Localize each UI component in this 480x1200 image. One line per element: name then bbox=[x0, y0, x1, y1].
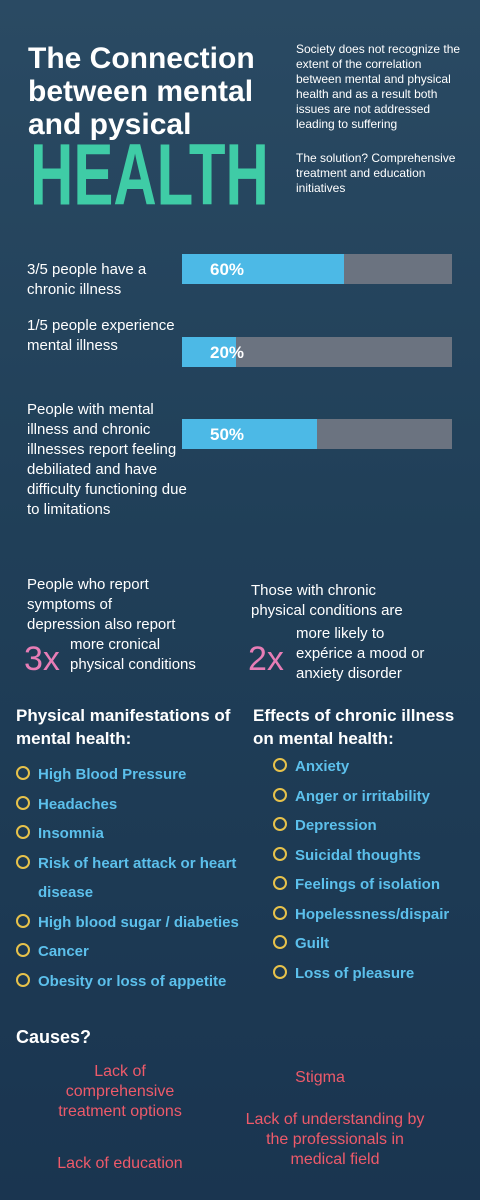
list-item-text: Hopelessness/dispair bbox=[295, 905, 450, 923]
list-item-text: High Blood Pressure bbox=[38, 766, 187, 783]
list-item-text: Guilt bbox=[295, 935, 330, 952]
icon bbox=[16, 854, 30, 869]
list-item-text: Feelings of isolation bbox=[295, 876, 441, 893]
list-item: Obesity or loss of appetite bbox=[16, 967, 248, 997]
list-title: Effects of chronic illness on mental hea… bbox=[253, 706, 455, 748]
icon bbox=[16, 795, 30, 810]
bar bbox=[182, 254, 344, 284]
icon bbox=[16, 972, 30, 987]
cause: Lack of education bbox=[57, 1155, 183, 1172]
list-item: Guilt bbox=[273, 929, 473, 959]
icon bbox=[273, 787, 287, 802]
icon bbox=[16, 766, 30, 780]
solution: The solution? Comprehensive treatment an… bbox=[296, 151, 456, 195]
list-item: Anxiety bbox=[273, 752, 473, 782]
list-item: Feelings of isolation bbox=[273, 870, 473, 900]
value-label: 20% bbox=[210, 343, 245, 362]
multiplier: 2x bbox=[248, 640, 284, 678]
icon bbox=[16, 913, 30, 928]
multiplier-text: Those with chronic physical conditions a… bbox=[251, 582, 403, 619]
bar bbox=[182, 337, 236, 367]
list-item-text: Anger or irritability bbox=[295, 787, 431, 805]
list-item: Insomnia bbox=[16, 819, 248, 849]
multiplier-text: People who report symptoms of depression… bbox=[27, 576, 176, 633]
bar-track: 20% bbox=[182, 337, 452, 367]
list-item: Depression bbox=[273, 811, 473, 841]
list: High Blood Pressure Headaches Insomnia Risk… bbox=[16, 760, 248, 996]
bar-track: 50% bbox=[182, 419, 452, 449]
multiplier-text: more likely to expérice a mood or anxiet… bbox=[296, 625, 425, 682]
title-highlight: HEALTH bbox=[30, 126, 269, 224]
multiplier-text: more cronical physical conditions bbox=[70, 636, 196, 673]
list-item-text: High blood sugar / diabeties bbox=[38, 913, 239, 931]
stat-text: 3/5 people have a chronic illness bbox=[27, 261, 147, 298]
causes-title: Causes? bbox=[16, 1027, 92, 1047]
list-item: Anger or irritability bbox=[273, 782, 473, 812]
list-item-text: Insomnia bbox=[38, 825, 104, 842]
bar bbox=[182, 419, 317, 449]
list-item-text: Anxiety bbox=[295, 758, 350, 775]
list-item: Suicidal thoughts bbox=[273, 841, 473, 871]
icon bbox=[273, 905, 287, 920]
icon bbox=[273, 846, 287, 861]
list-item-text: Depression bbox=[295, 817, 377, 834]
list-item: Hopelessness/dispair bbox=[273, 900, 473, 930]
icon bbox=[273, 935, 287, 949]
icon bbox=[273, 817, 287, 831]
list-item-text: Loss of pleasure bbox=[295, 964, 415, 982]
list-item: Headaches bbox=[16, 790, 248, 820]
cause: Lack of comprehensive treatment options bbox=[58, 1063, 182, 1120]
list: Anxiety Anger or irritability Depression Su… bbox=[273, 752, 473, 988]
cause: Stigma bbox=[295, 1069, 345, 1086]
cause: Lack of understanding by the professiona… bbox=[245, 1111, 425, 1168]
icon bbox=[273, 964, 287, 979]
value-label: 60% bbox=[210, 260, 245, 279]
list-title: Physical manifestations of mental health… bbox=[16, 706, 231, 748]
list-item-text: Suicidal thoughts bbox=[295, 846, 421, 864]
list-item-text: Cancer bbox=[38, 943, 89, 960]
icon bbox=[273, 876, 287, 890]
icon bbox=[16, 825, 30, 839]
list-item: Cancer bbox=[16, 937, 248, 967]
value-label: 50% bbox=[210, 425, 245, 444]
icon bbox=[16, 943, 30, 957]
stat-text: People with mental illness and chronic i… bbox=[27, 401, 187, 518]
list-item: High blood sugar / diabeties bbox=[16, 908, 248, 938]
list-item-text: Risk of heart attack or heart disease bbox=[38, 854, 237, 902]
bar-track: 60% bbox=[182, 254, 452, 284]
list-item-text: Obesity or loss of appetite bbox=[38, 972, 227, 990]
list-item-text: Headaches bbox=[38, 795, 118, 813]
title: The Connection between mental and pysica… bbox=[28, 42, 255, 141]
list-item: Risk of heart attack or heart disease bbox=[16, 849, 248, 908]
multiplier: 3x bbox=[24, 640, 60, 678]
icon bbox=[273, 758, 287, 772]
stat-text: 1/5 people experience mental illness bbox=[27, 317, 175, 354]
list-item: Loss of pleasure bbox=[273, 959, 473, 989]
list-item: High Blood Pressure bbox=[16, 760, 248, 790]
intro: Society does not recognize the extent of… bbox=[296, 42, 461, 131]
